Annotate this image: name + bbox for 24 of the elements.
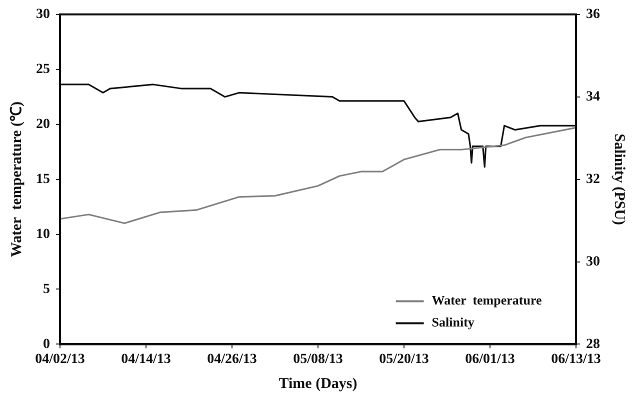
- y-tick-label: 15: [36, 172, 50, 187]
- y2-tick-label: 30: [586, 254, 600, 270]
- x-tick-label: 04/14/13: [121, 352, 171, 368]
- legend-label: Water temperature: [432, 292, 542, 308]
- y-axis-title: Water temperature (℃): [8, 101, 25, 258]
- y2-tick-label: 34: [586, 89, 600, 104]
- y2-tick-label: 28: [586, 336, 600, 352]
- x-tick-label: 04/02/13: [35, 352, 85, 368]
- x-tick-label: 04/26/13: [207, 352, 257, 368]
- x-tick-label: 06/13/13: [551, 352, 601, 368]
- y-tick-label: 30: [36, 7, 50, 22]
- y-tick-label: 10: [36, 226, 50, 242]
- x-tick-label: 05/20/13: [379, 352, 429, 368]
- y-tick-label: 5: [43, 282, 50, 297]
- y-tick-label: 20: [36, 116, 50, 132]
- y-tick-label: 25: [36, 62, 50, 77]
- x-tick-label: 06/01/13: [465, 352, 515, 368]
- x-axis-title: Time (Days): [278, 376, 358, 392]
- legend-label: Salinity: [432, 314, 475, 330]
- y2-tick-label: 36: [586, 7, 600, 22]
- x-tick-label: 05/08/13: [293, 352, 343, 368]
- y-tick-label: 0: [43, 336, 50, 352]
- y2-axis-title: Salinity (PSU): [611, 134, 628, 225]
- y2-tick-label: 32: [586, 172, 600, 187]
